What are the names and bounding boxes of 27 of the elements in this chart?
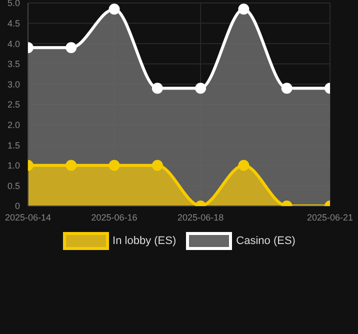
point <box>238 4 250 15</box>
point <box>238 160 250 171</box>
y-tick-label: 5.0 <box>7 0 20 8</box>
x-tick-label: 2025-06-14 <box>4 212 52 222</box>
point <box>281 82 292 94</box>
x-tick-label: 2025-06-21 <box>306 212 354 222</box>
point <box>108 4 120 15</box>
point <box>66 42 77 54</box>
point <box>152 160 163 171</box>
legend-label: In lobby (ES) <box>112 235 176 247</box>
x-tick-label: 2025-06-18 <box>178 212 224 222</box>
point <box>152 82 163 94</box>
y-tick-label: 3.5 <box>7 59 20 70</box>
y-tick-label: 0 <box>14 201 20 212</box>
point <box>195 82 206 94</box>
y-tick-label: 2.5 <box>7 100 20 110</box>
y-tick-label: 2.0 <box>7 120 20 130</box>
x-tick-label: 2025-06-16 <box>91 212 138 222</box>
y-tick-label: 4.0 <box>7 38 20 49</box>
point <box>66 160 77 171</box>
y-tick-label: 3.0 <box>7 79 20 90</box>
y-tick-label: 1.5 <box>7 140 20 150</box>
y-tick-label: 0.5 <box>7 180 20 191</box>
y-tick-label: 4.5 <box>7 18 20 28</box>
y-tick-label: 1.0 <box>7 160 20 171</box>
legend-label: Casino (ES) <box>236 235 296 247</box>
point <box>108 160 120 171</box>
